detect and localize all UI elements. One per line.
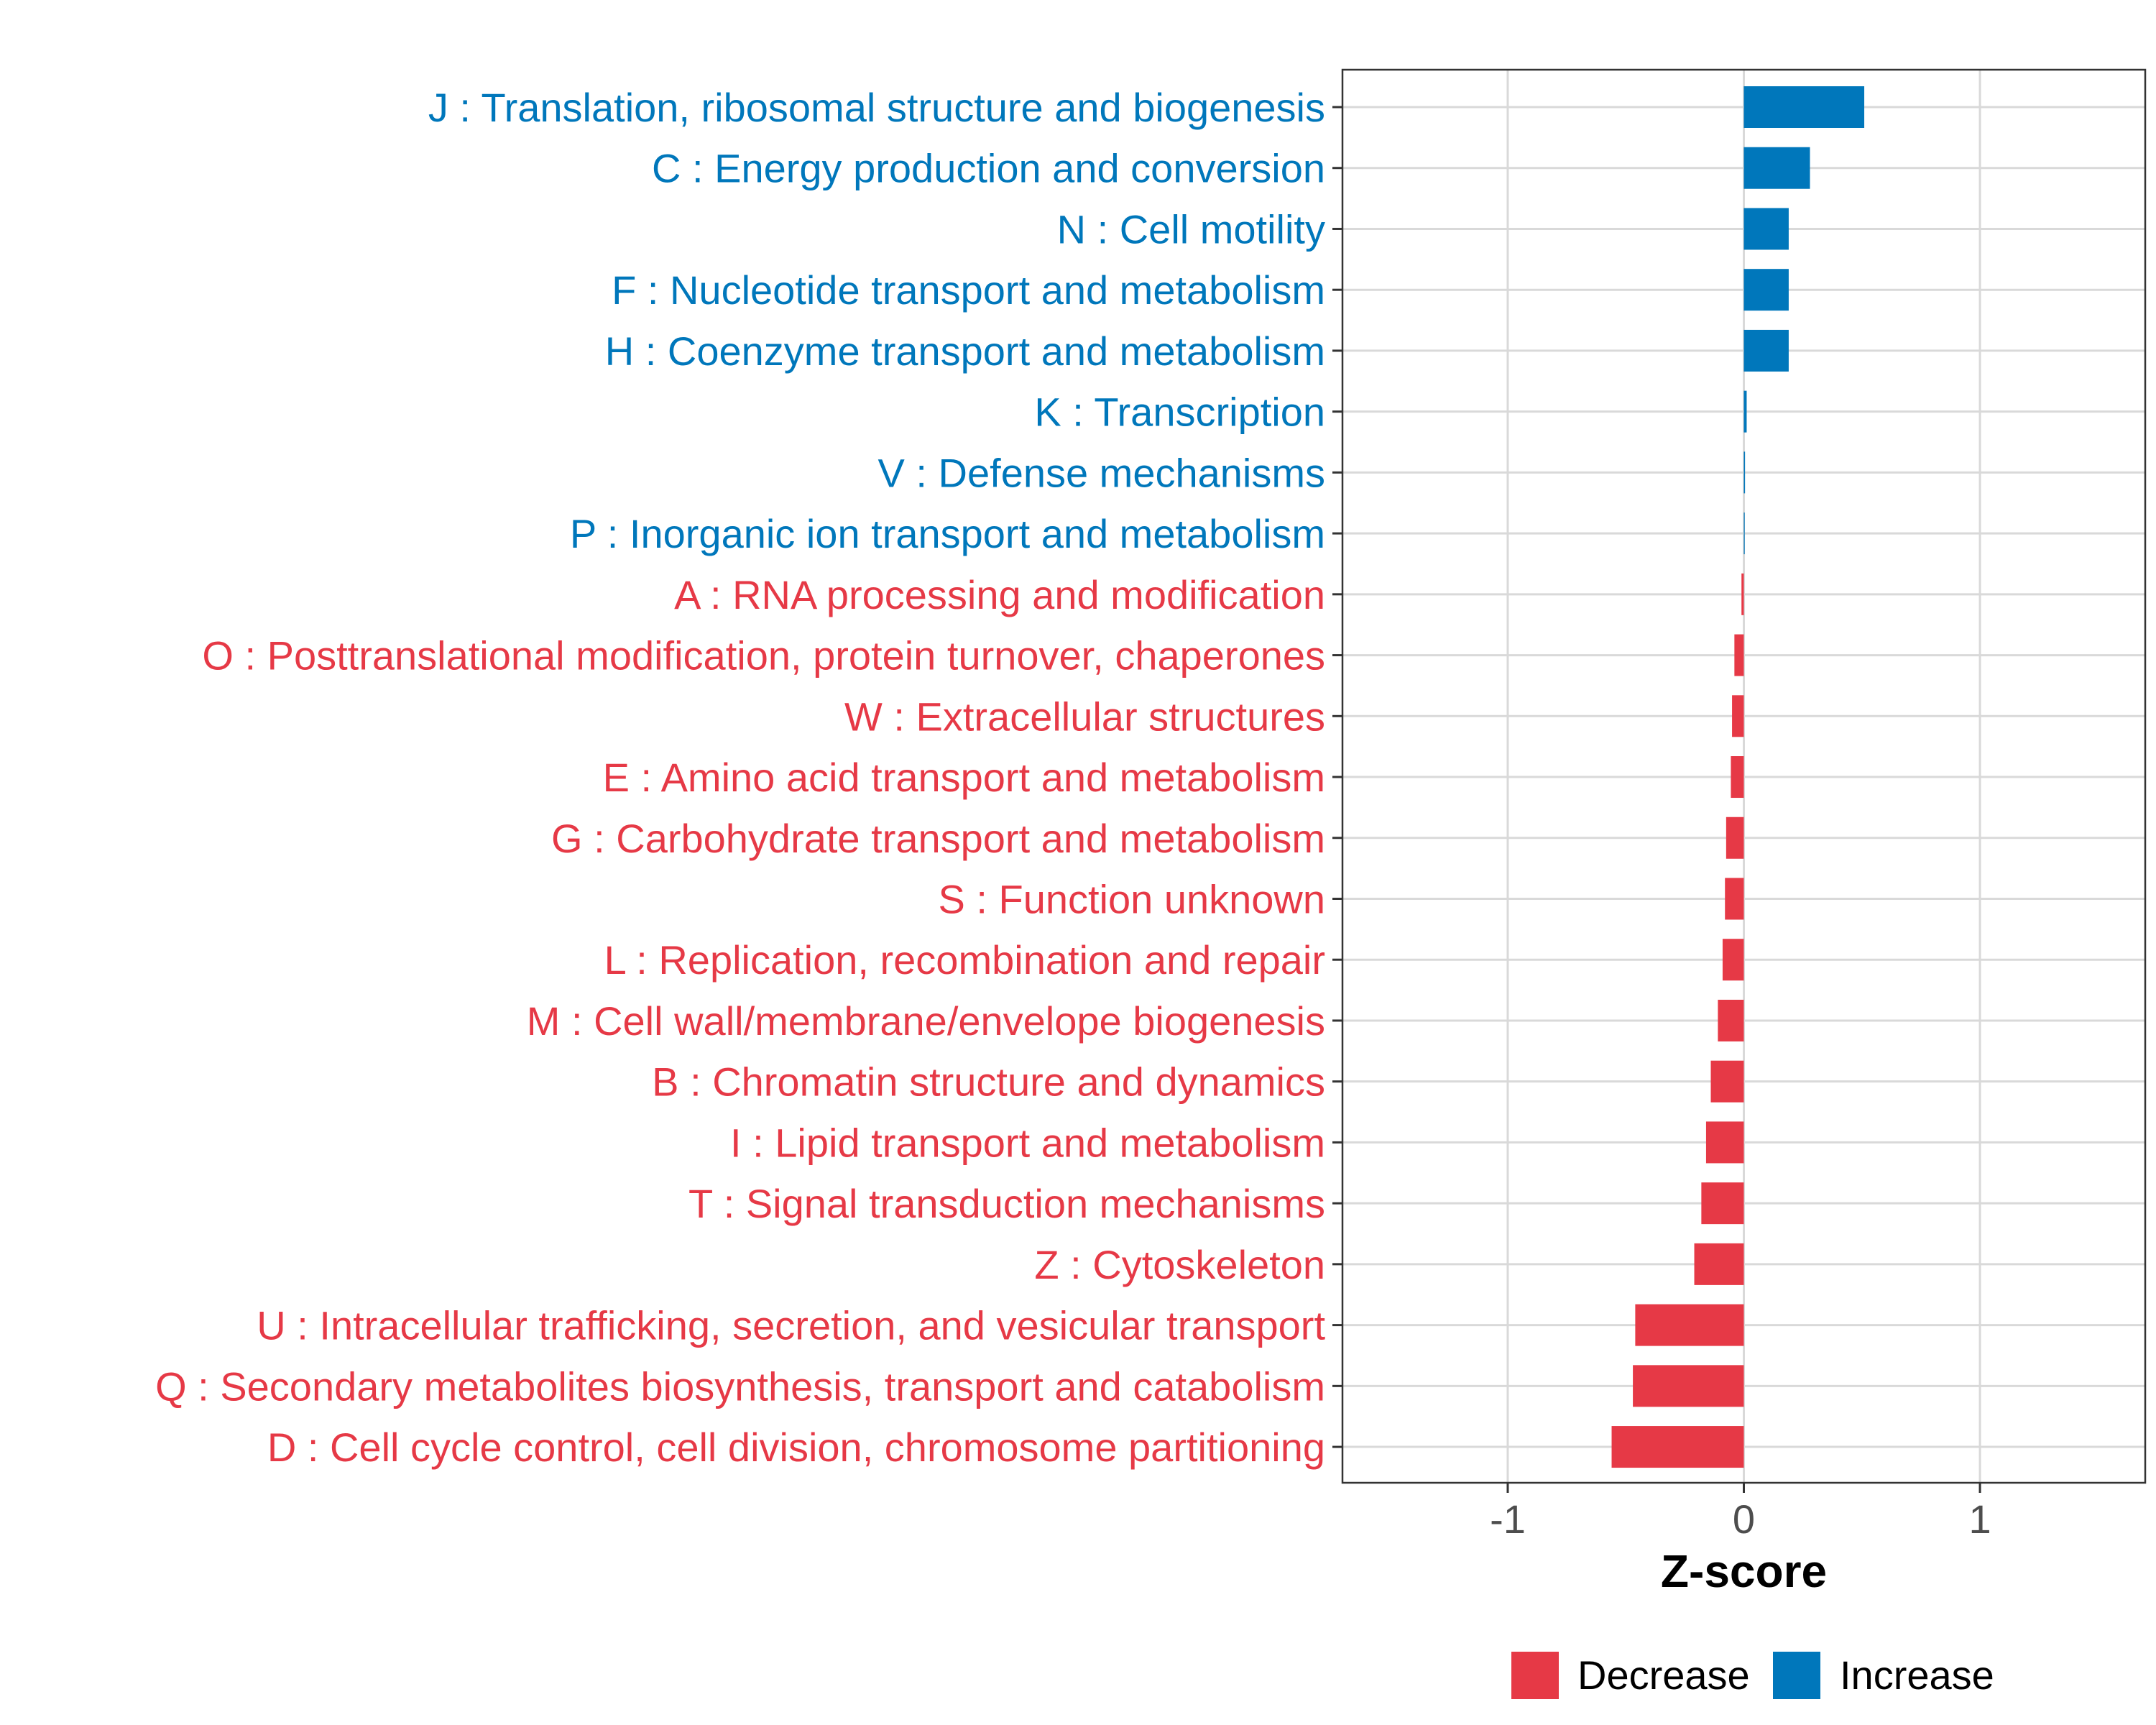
category-label: M : Cell wall/membrane/envelope biogenes…: [527, 998, 1325, 1044]
x-tick-label: 0: [1733, 1496, 1755, 1542]
bar: [1743, 208, 1789, 250]
legend-swatch-decrease: [1511, 1652, 1559, 1699]
category-label: J : Translation, ribosomal structure and…: [428, 85, 1325, 130]
bar: [1743, 269, 1789, 311]
bar: [1726, 816, 1744, 859]
bar: [1705, 1121, 1744, 1164]
x-tick-label: 1: [1968, 1496, 1991, 1542]
category-label: V : Defense mechanisms: [878, 450, 1325, 495]
bar: [1694, 1243, 1744, 1285]
bar: [1722, 939, 1744, 981]
category-label: N : Cell motility: [1057, 206, 1325, 252]
category-label: E : Amino acid transport and metabolism: [603, 755, 1325, 800]
legend-swatch-increase: [1773, 1652, 1820, 1699]
x-axis-title: Z-score: [1661, 1545, 1827, 1597]
category-label: L : Replication, recombination and repai…: [604, 937, 1325, 983]
bar: [1743, 451, 1746, 494]
bar: [1611, 1426, 1744, 1468]
bars: [1611, 86, 1865, 1468]
y-axis-category-labels: J : Translation, ribosomal structure and…: [155, 85, 1325, 1470]
legend-label-increase: Increase: [1840, 1652, 1994, 1698]
bar: [1701, 1182, 1744, 1225]
category-label: P : Inorganic ion transport and metaboli…: [570, 511, 1325, 556]
category-label: C : Energy production and conversion: [652, 146, 1325, 191]
category-label: S : Function unknown: [938, 876, 1325, 921]
category-label: I : Lipid transport and metabolism: [730, 1120, 1325, 1165]
category-label: W : Extracellular structures: [844, 694, 1325, 739]
category-label: Z : Cytoskeleton: [1034, 1242, 1325, 1287]
bar: [1741, 573, 1744, 615]
bar: [1743, 512, 1745, 555]
category-label: D : Cell cycle control, cell division, c…: [267, 1425, 1325, 1470]
category-label: K : Transcription: [1034, 390, 1325, 435]
x-axis-ticks: -1 0 1: [1490, 1483, 1991, 1542]
category-label: U : Intracellular trafficking, secretion…: [257, 1303, 1325, 1348]
category-label: F : Nucleotide transport and metabolism: [612, 267, 1325, 313]
y-axis-ticks: [1332, 106, 1342, 1448]
x-tick-label: -1: [1490, 1496, 1526, 1542]
category-label: A : RNA processing and modification: [674, 572, 1325, 617]
category-label: B : Chromatin structure and dynamics: [652, 1059, 1325, 1105]
category-label: H : Coenzyme transport and metabolism: [605, 328, 1325, 374]
bar: [1732, 695, 1744, 737]
bar: [1743, 86, 1865, 128]
bar: [1718, 999, 1744, 1041]
category-label: T : Signal transduction mechanisms: [688, 1181, 1325, 1226]
bar: [1725, 878, 1744, 920]
bar: [1743, 390, 1747, 433]
bar: [1743, 329, 1789, 372]
category-label: G : Carbohydrate transport and metabolis…: [551, 816, 1325, 861]
bar: [1635, 1304, 1744, 1346]
bar: [1633, 1365, 1744, 1407]
bar: [1743, 147, 1810, 189]
legend-label-decrease: Decrease: [1577, 1652, 1750, 1698]
bar: [1710, 1060, 1744, 1103]
legend: Decrease Increase: [1511, 1652, 1994, 1699]
category-label: Q : Secondary metabolites biosynthesis, …: [155, 1363, 1325, 1409]
bar: [1734, 634, 1744, 676]
bar: [1731, 756, 1744, 799]
category-label: O : Posttranslational modification, prot…: [202, 633, 1325, 678]
